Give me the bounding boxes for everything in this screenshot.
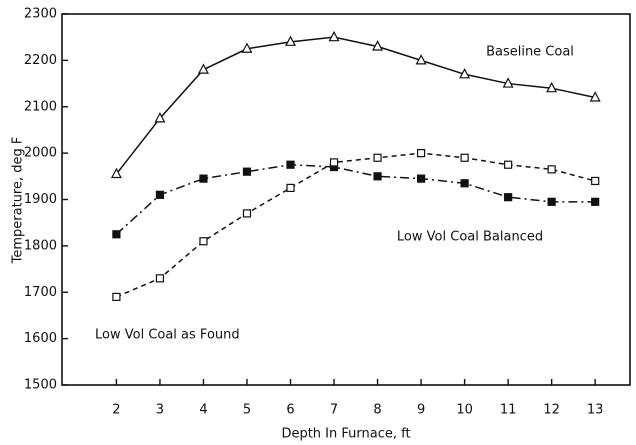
x-tick-label: 2 bbox=[112, 403, 120, 418]
y-tick-label: 2000 bbox=[24, 146, 57, 161]
marker bbox=[460, 179, 469, 188]
marker bbox=[591, 176, 600, 186]
x-tick-label: 10 bbox=[456, 403, 473, 418]
marker bbox=[373, 172, 382, 181]
marker bbox=[504, 193, 513, 202]
x-tick-label: 12 bbox=[543, 403, 560, 418]
y-tick-label: 1700 bbox=[24, 285, 57, 300]
marker bbox=[416, 174, 426, 183]
series-label: Low Vol Coal Balanced bbox=[397, 230, 543, 245]
marker bbox=[199, 237, 208, 246]
marker bbox=[373, 153, 382, 162]
y-tick-label: 2200 bbox=[24, 53, 57, 68]
marker bbox=[155, 274, 165, 283]
x-axis-label: Depth In Furnace, ft bbox=[281, 427, 410, 442]
y-axis-label: Temperature, deg F bbox=[11, 137, 26, 265]
marker bbox=[199, 174, 208, 183]
x-tick-label: 9 bbox=[417, 403, 425, 418]
x-tick-label: 3 bbox=[156, 403, 164, 418]
marker bbox=[546, 81, 558, 93]
y-tick-label: 1600 bbox=[24, 331, 57, 346]
marker bbox=[110, 167, 122, 179]
series-line bbox=[115, 163, 596, 235]
x-tick-label: 11 bbox=[500, 403, 517, 418]
marker bbox=[504, 160, 513, 169]
series-line bbox=[115, 36, 596, 175]
y-tick-label: 1800 bbox=[24, 238, 57, 253]
marker bbox=[547, 197, 556, 206]
marker bbox=[285, 35, 297, 46]
series-label: Low Vol Coal as Found bbox=[95, 328, 240, 343]
marker bbox=[589, 91, 601, 102]
y-tick-label: 1900 bbox=[24, 192, 57, 207]
x-tick-label: 5 bbox=[243, 403, 251, 418]
y-tick-label: 2100 bbox=[24, 99, 57, 114]
marker bbox=[459, 68, 471, 79]
marker bbox=[112, 292, 121, 301]
marker bbox=[372, 40, 384, 51]
marker bbox=[197, 63, 209, 74]
x-tick-label: 6 bbox=[286, 403, 294, 418]
marker bbox=[286, 160, 295, 169]
marker bbox=[112, 230, 121, 239]
series-label: Baseline Coal bbox=[486, 45, 574, 60]
x-tick-label: 7 bbox=[330, 403, 338, 418]
marker bbox=[415, 54, 427, 65]
y-tick-label: 1500 bbox=[24, 378, 57, 393]
marker bbox=[547, 165, 556, 174]
marker bbox=[502, 77, 514, 88]
marker bbox=[242, 167, 252, 176]
marker bbox=[329, 158, 339, 167]
x-tick-label: 13 bbox=[587, 403, 604, 418]
x-tick-label: 8 bbox=[373, 403, 381, 418]
marker bbox=[286, 183, 295, 193]
x-tick-label: 4 bbox=[199, 403, 207, 418]
marker bbox=[328, 30, 340, 42]
marker bbox=[154, 112, 166, 123]
y-tick-label: 2300 bbox=[24, 7, 57, 22]
marker bbox=[416, 149, 426, 158]
series-line bbox=[116, 152, 596, 298]
marker bbox=[242, 209, 252, 218]
marker bbox=[460, 153, 469, 162]
marker bbox=[591, 197, 600, 206]
marker bbox=[241, 42, 253, 53]
marker bbox=[155, 190, 165, 199]
